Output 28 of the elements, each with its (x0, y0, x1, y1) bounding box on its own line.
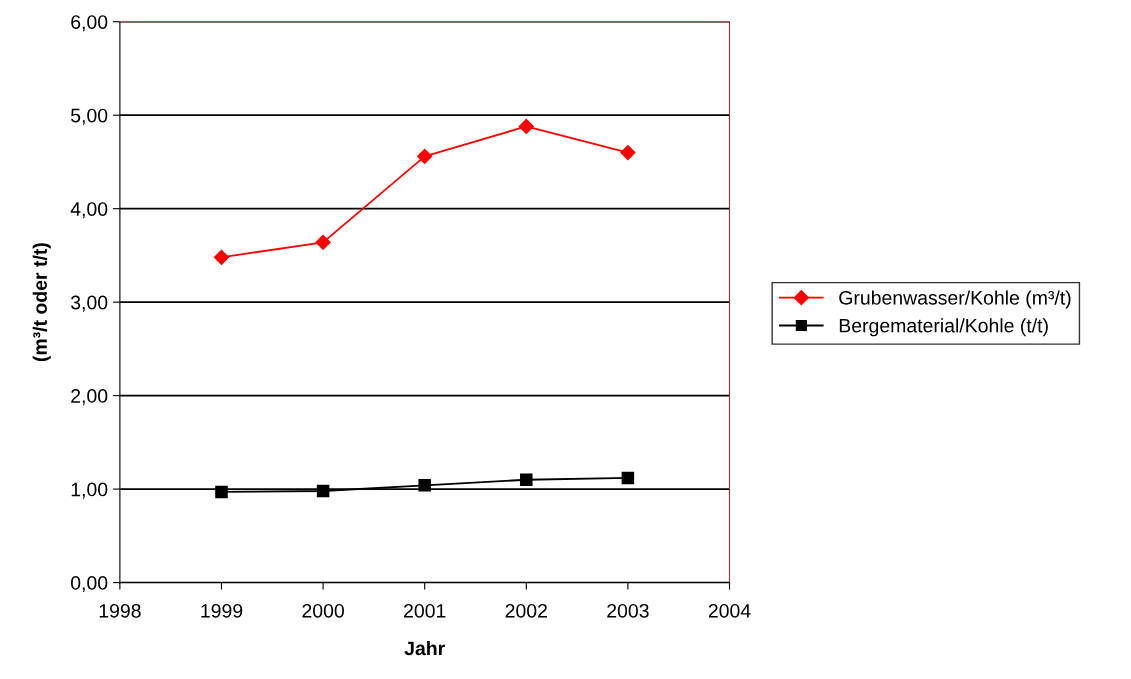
point (518, 118, 534, 134)
x-tick-label: 1998 (99, 603, 141, 618)
x-tick-label: 2004 (708, 603, 751, 618)
point (213, 249, 230, 265)
y-tick-label: 6,00 (71, 15, 108, 32)
legend-label: Grubenwasser/Kohle (m³/t) (839, 290, 1071, 309)
x-tick-label: 2001 (404, 603, 446, 618)
y-axis-title: (m³/t oder t/t) (32, 243, 51, 362)
point (215, 485, 228, 499)
x-axis-title: Jahr (404, 640, 445, 656)
y-tick-label: 3,00 (70, 295, 108, 312)
y-tick-label: 5,00 (71, 108, 108, 125)
x-tick-label: 2000 (302, 603, 344, 618)
point (316, 484, 330, 498)
y-tick-label: 4,00 (70, 202, 108, 219)
y-tick-label: 1,00 (71, 482, 108, 499)
y-tick-label: 0,00 (71, 576, 108, 593)
point (417, 148, 433, 164)
x-tick-label: 1999 (201, 603, 243, 618)
x-tick-label: 2002 (505, 603, 547, 618)
y-tick-label: 2,00 (71, 389, 108, 406)
point (620, 145, 636, 161)
point (418, 479, 431, 492)
point (621, 471, 635, 485)
point (315, 234, 331, 250)
legend-label: Bergematerial/Kohle (t/t) (839, 318, 1048, 337)
x-tick-label: 2003 (607, 603, 649, 618)
point (520, 473, 533, 487)
